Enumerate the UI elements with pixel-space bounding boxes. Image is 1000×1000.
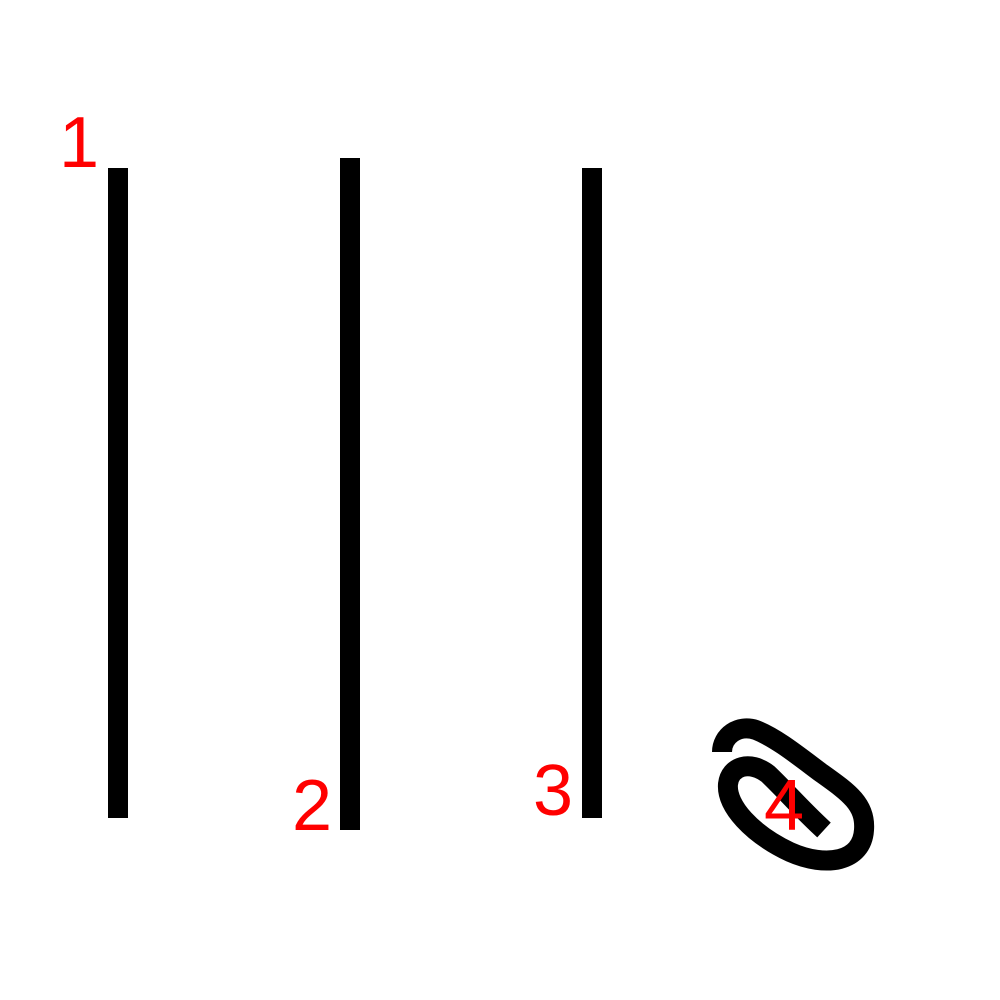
stroke-number-1: 1 bbox=[59, 103, 99, 183]
stroke-number-2: 2 bbox=[292, 766, 332, 846]
stroke-number-3: 3 bbox=[533, 751, 573, 831]
stroke-number-4: 4 bbox=[764, 766, 804, 846]
stroke-4 bbox=[712, 718, 875, 871]
